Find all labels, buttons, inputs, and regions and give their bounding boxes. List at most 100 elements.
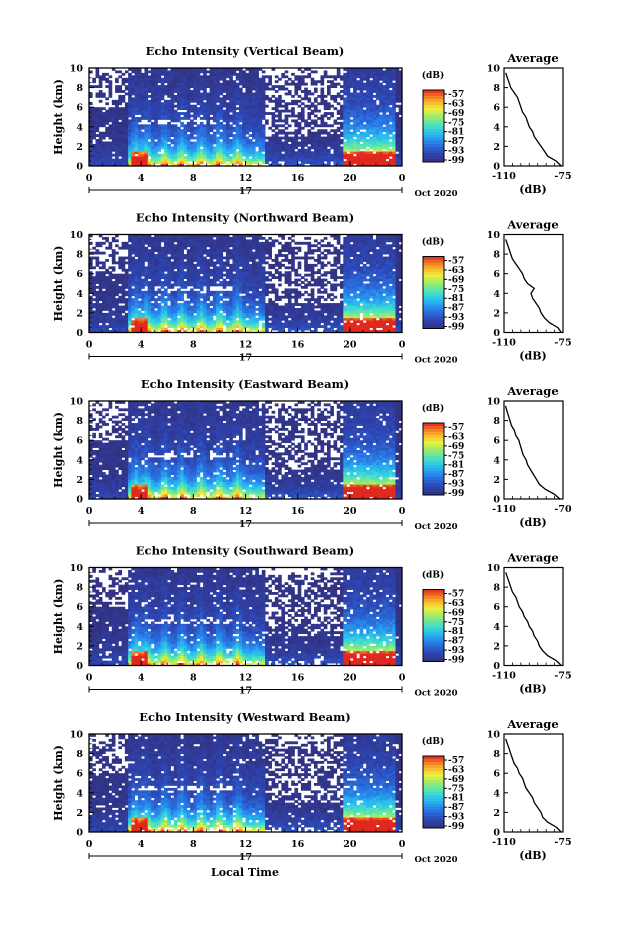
heatmap-cell xyxy=(197,306,201,309)
heatmap-cell xyxy=(135,142,139,145)
heatmap-cell xyxy=(184,274,188,277)
heatmap-cell xyxy=(246,269,250,272)
heatmap-cell xyxy=(255,90,259,93)
heatmap-cell xyxy=(337,122,341,125)
heatmap-cell xyxy=(164,308,168,311)
heatmap-cell xyxy=(337,151,341,154)
heatmap-cell xyxy=(314,119,318,122)
heatmap-cell xyxy=(148,266,152,269)
heatmap-cell xyxy=(193,95,197,98)
heatmap-cell xyxy=(128,142,132,145)
heatmap-cell xyxy=(105,247,109,250)
heatmap-cell xyxy=(193,142,197,145)
heatmap-cell xyxy=(203,73,207,76)
heatmap-cell xyxy=(177,318,181,321)
heatmap-cell xyxy=(334,142,338,145)
heatmap-cell xyxy=(392,112,396,115)
heatmap-cell xyxy=(272,88,276,91)
heatmap-cell xyxy=(347,124,351,127)
heatmap-cell xyxy=(109,115,113,118)
heatmap-cell xyxy=(392,129,396,132)
heatmap-cell xyxy=(236,161,240,164)
heatmap-cell xyxy=(262,85,266,88)
heatmap-cell xyxy=(239,264,243,267)
heatmap-cell xyxy=(226,85,230,88)
heatmap-cell xyxy=(190,134,194,137)
heatmap-cell xyxy=(324,154,328,157)
heatmap-cell xyxy=(135,78,139,81)
heatmap-cell xyxy=(239,291,243,294)
heatmap-cell xyxy=(115,239,119,242)
heatmap-cell xyxy=(216,298,220,301)
heatmap-cell xyxy=(242,288,246,291)
heatmap-cell xyxy=(249,286,253,289)
heatmap-cell xyxy=(161,308,165,311)
heatmap-cell xyxy=(278,117,282,120)
heatmap-cell xyxy=(249,254,253,257)
heatmap-cell xyxy=(171,249,175,252)
heatmap-cell xyxy=(184,276,188,279)
heatmap-cell xyxy=(373,119,377,122)
heatmap-cell xyxy=(203,301,207,304)
heatmap-cell xyxy=(171,117,175,120)
heatmap-cell xyxy=(334,159,338,162)
heatmap-cell xyxy=(301,142,305,145)
heatmap-cell xyxy=(376,156,380,159)
heatmap-cell xyxy=(122,288,126,291)
heatmap-cell xyxy=(229,80,233,83)
heatmap-cell xyxy=(141,156,145,159)
heatmap-cell xyxy=(102,156,106,159)
heatmap-cell xyxy=(242,134,246,137)
heatmap-cell xyxy=(343,124,347,127)
heatmap-cell xyxy=(125,144,129,147)
heatmap-cell xyxy=(167,269,171,272)
heatmap-cell xyxy=(105,134,109,137)
heatmap-cell xyxy=(167,139,171,142)
heatmap-cell xyxy=(197,298,201,301)
heatmap-cell xyxy=(236,293,240,296)
heatmap-cell xyxy=(154,276,158,279)
heatmap-cell xyxy=(184,134,188,137)
heatmap-cell xyxy=(301,134,305,137)
heatmap-cell xyxy=(347,156,351,159)
heatmap-cell xyxy=(210,117,214,120)
heatmap-cell xyxy=(197,318,201,321)
heatmap-cell xyxy=(285,149,289,152)
heatmap-cell xyxy=(252,129,256,132)
heatmap-cell xyxy=(122,274,126,277)
heatmap-cell xyxy=(99,83,103,86)
heatmap-cell xyxy=(386,129,390,132)
heatmap-cell xyxy=(148,259,152,262)
heatmap-cell xyxy=(262,90,266,93)
heatmap-cell xyxy=(109,156,113,159)
heatmap-cell xyxy=(356,93,360,96)
heatmap-cell xyxy=(219,252,223,255)
heatmap-cell xyxy=(246,119,250,122)
heatmap-cell xyxy=(102,306,106,309)
heatmap-cell xyxy=(122,122,126,125)
heatmap-cell xyxy=(187,310,191,313)
heatmap-cell xyxy=(229,73,233,76)
heatmap-cell xyxy=(164,129,168,132)
heatmap-cell xyxy=(157,281,161,284)
heatmap-cell xyxy=(369,124,373,127)
heatmap-cell xyxy=(112,298,116,301)
heatmap-cell xyxy=(242,115,246,118)
heatmap-cell xyxy=(356,107,360,110)
heatmap-cell xyxy=(210,239,214,242)
heatmap-cell xyxy=(232,259,236,262)
heatmap-cell xyxy=(232,310,236,313)
heatmap-cell xyxy=(203,303,207,306)
heatmap-cell xyxy=(200,242,204,245)
heatmap-cell xyxy=(353,129,357,132)
heatmap-cell xyxy=(148,281,152,284)
heatmap-cell xyxy=(154,146,158,149)
heatmap-cell xyxy=(369,129,373,132)
heatmap-cell xyxy=(193,129,197,132)
heatmap-cell xyxy=(327,161,331,164)
heatmap-cell xyxy=(298,156,302,159)
heatmap-cell xyxy=(216,257,220,260)
heatmap-cell xyxy=(177,274,181,277)
heatmap-cell xyxy=(210,323,214,326)
heatmap-cell xyxy=(268,146,272,149)
